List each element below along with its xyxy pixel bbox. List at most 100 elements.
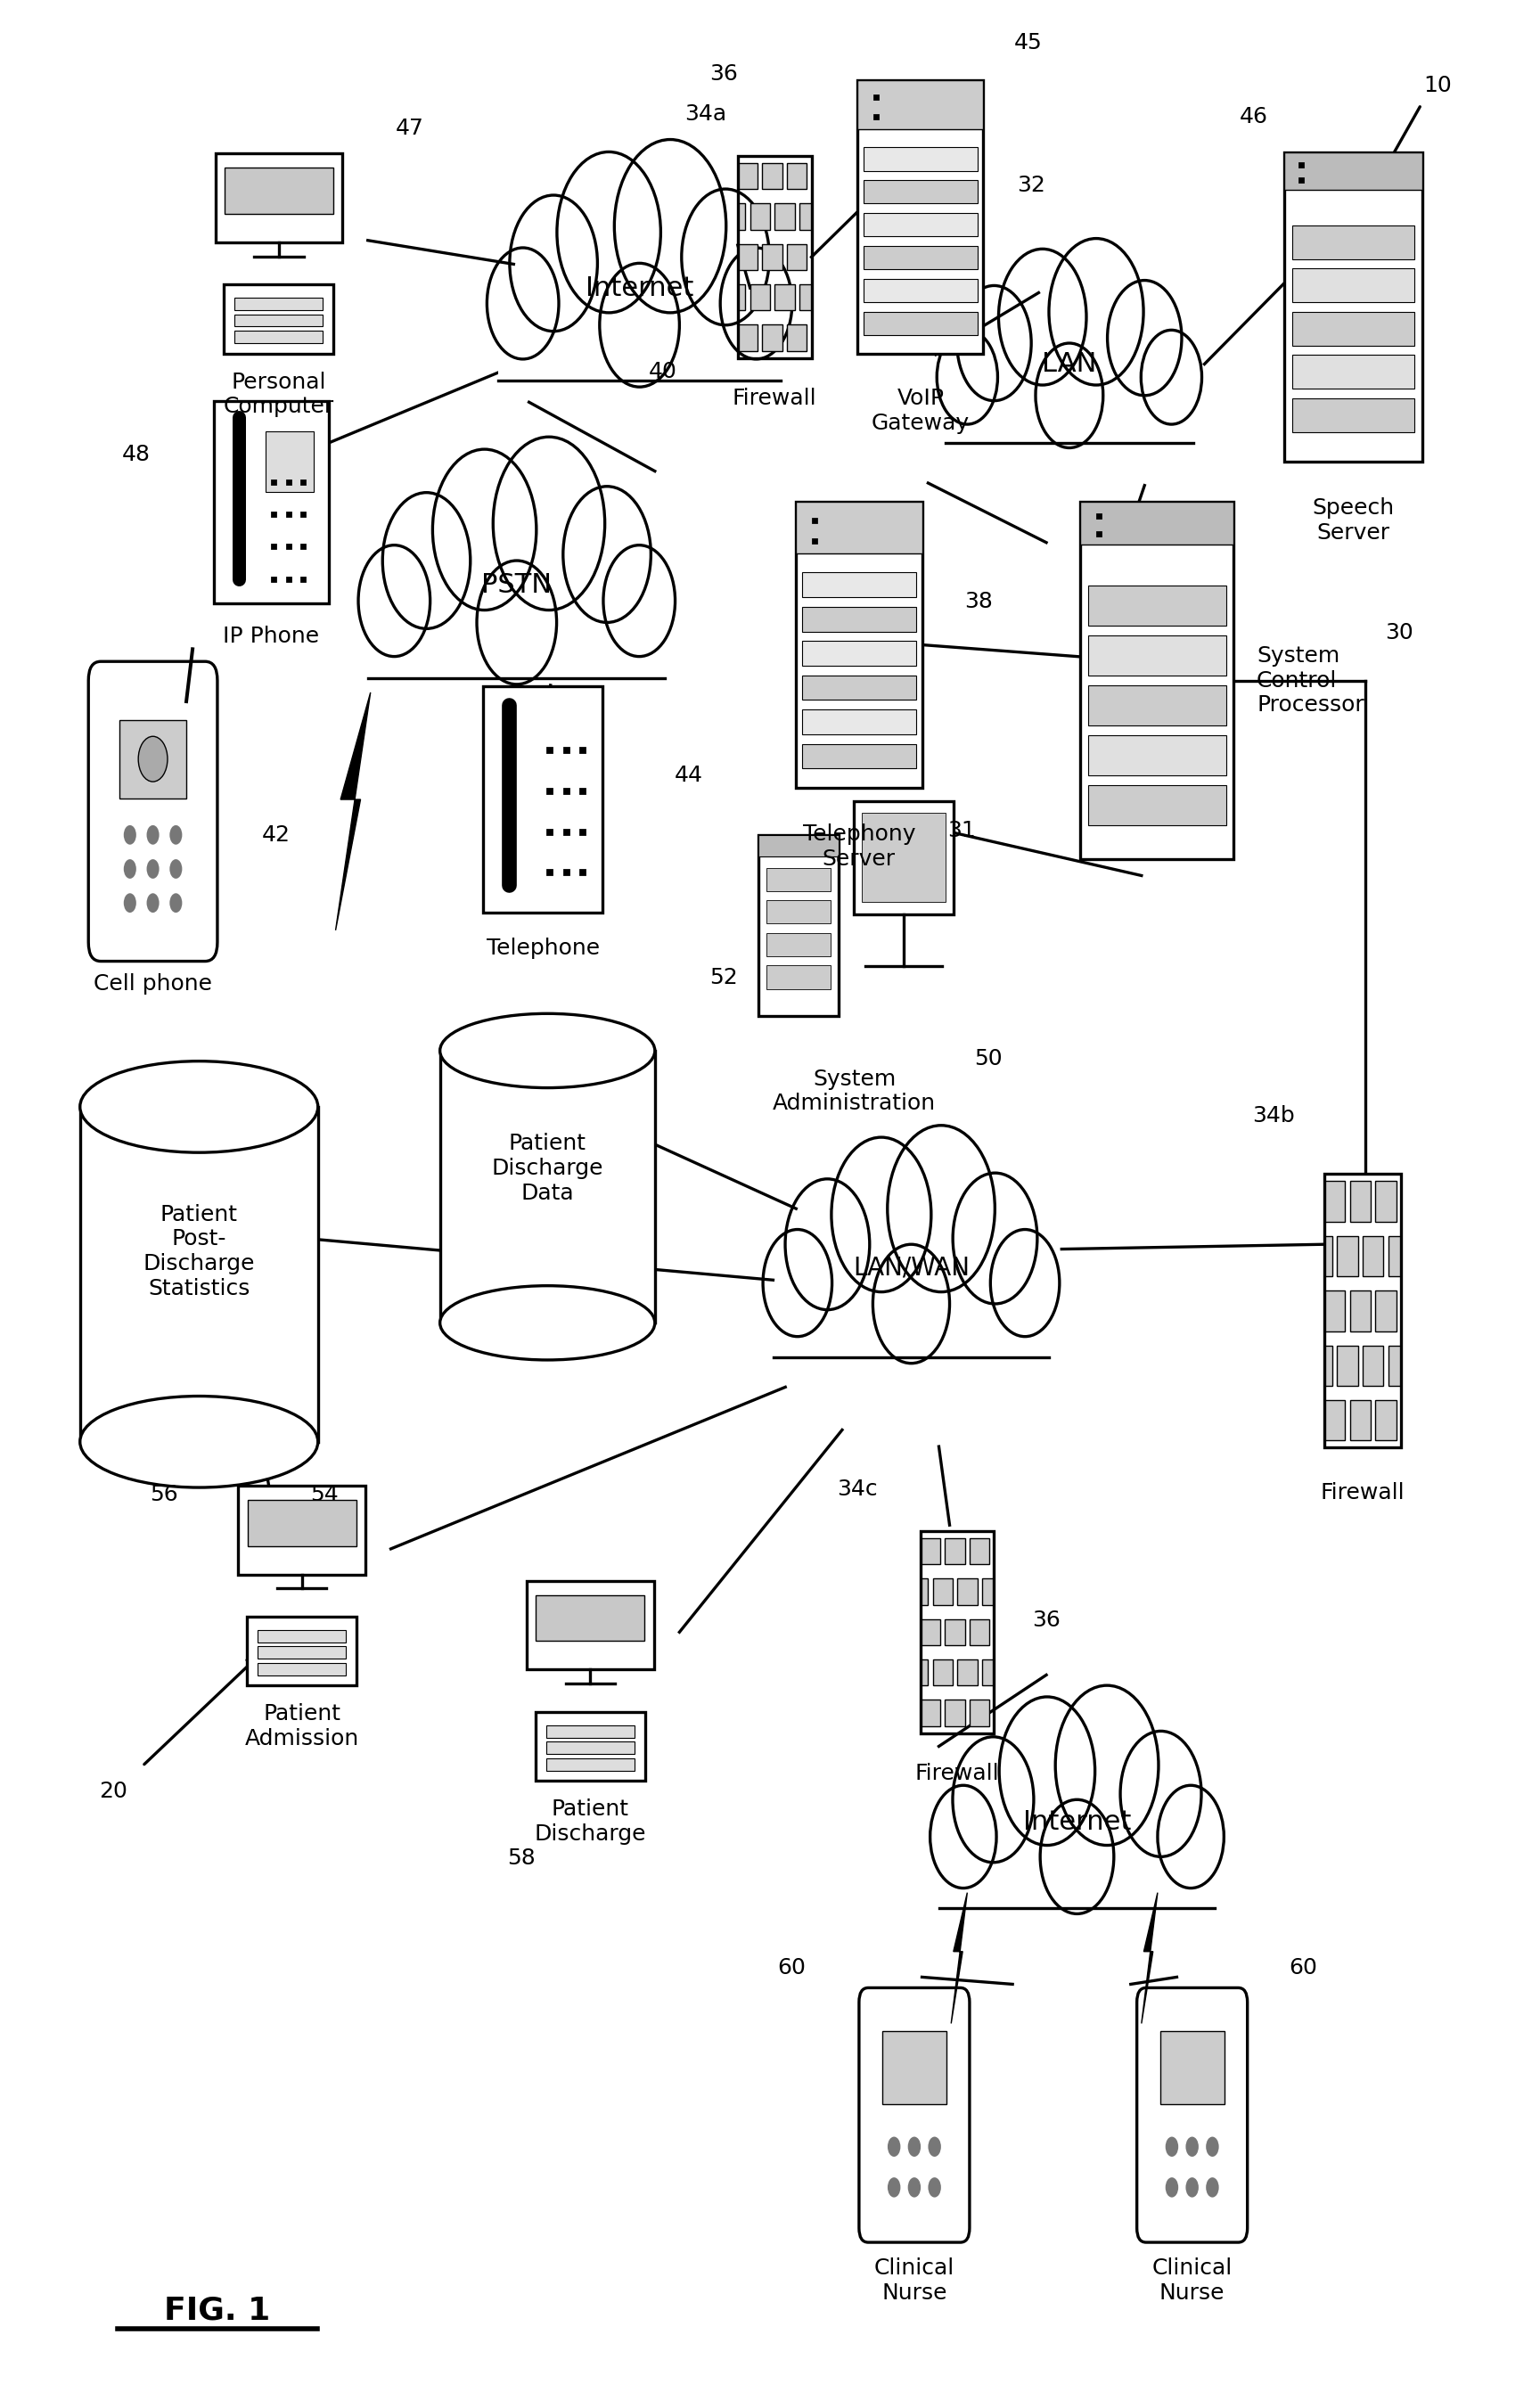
Polygon shape: [952, 1893, 967, 2024]
Text: 52: 52: [710, 968, 738, 989]
Bar: [958, 1578, 978, 1604]
Bar: [767, 901, 830, 923]
Bar: [225, 167, 333, 215]
Ellipse shape: [80, 1061, 317, 1151]
Bar: [547, 1757, 634, 1771]
Bar: [547, 1743, 634, 1755]
Bar: [1324, 1235, 1332, 1275]
Bar: [536, 1712, 645, 1781]
Circle shape: [1206, 2177, 1218, 2198]
Circle shape: [1206, 2136, 1218, 2158]
Bar: [921, 1538, 941, 1564]
Circle shape: [929, 2136, 941, 2158]
Circle shape: [1040, 1800, 1113, 1914]
Text: Personal
Computer: Personal Computer: [223, 372, 334, 417]
FancyBboxPatch shape: [88, 660, 217, 961]
Bar: [234, 331, 323, 343]
Circle shape: [887, 2136, 901, 2158]
Bar: [787, 243, 807, 269]
Bar: [1337, 1345, 1358, 1385]
Bar: [368, 601, 665, 677]
Bar: [1337, 1235, 1358, 1275]
Bar: [1292, 269, 1415, 303]
Text: Internet: Internet: [1023, 1809, 1130, 1836]
Bar: [767, 868, 830, 892]
Circle shape: [139, 737, 168, 782]
Bar: [946, 377, 1194, 443]
Bar: [970, 1538, 990, 1564]
Polygon shape: [336, 691, 371, 930]
Bar: [921, 1700, 941, 1726]
Circle shape: [557, 153, 661, 312]
Bar: [864, 246, 978, 269]
Bar: [775, 203, 795, 229]
Bar: [762, 162, 782, 188]
Circle shape: [873, 1244, 950, 1364]
Bar: [738, 162, 758, 188]
Bar: [796, 503, 922, 553]
Bar: [864, 279, 978, 303]
Bar: [1292, 398, 1415, 432]
Bar: [440, 1051, 654, 1323]
Bar: [946, 1700, 966, 1726]
Bar: [1375, 1290, 1397, 1330]
Bar: [861, 813, 946, 904]
Bar: [1324, 1345, 1332, 1385]
Bar: [946, 1538, 966, 1564]
Bar: [958, 1659, 978, 1685]
Circle shape: [169, 894, 182, 913]
Text: 48: 48: [122, 443, 151, 465]
Bar: [858, 79, 984, 353]
Circle shape: [953, 1173, 1038, 1304]
Bar: [1292, 355, 1415, 389]
Bar: [484, 687, 602, 913]
Bar: [216, 153, 342, 243]
Text: Telephony
Server: Telephony Server: [802, 822, 915, 870]
Circle shape: [887, 1125, 995, 1292]
Bar: [239, 1485, 365, 1573]
Text: 47: 47: [396, 117, 424, 138]
Circle shape: [990, 1230, 1060, 1337]
Circle shape: [832, 1137, 932, 1292]
Bar: [1349, 1399, 1371, 1440]
Circle shape: [1049, 238, 1144, 386]
Bar: [738, 203, 745, 229]
Text: PSTN: PSTN: [482, 572, 551, 598]
Bar: [214, 401, 328, 603]
Text: Firewall: Firewall: [915, 1764, 999, 1783]
Bar: [970, 1700, 990, 1726]
Bar: [1087, 684, 1226, 725]
Text: FIG. 1: FIG. 1: [165, 2296, 271, 2324]
Bar: [750, 284, 770, 310]
Circle shape: [762, 1230, 832, 1337]
Bar: [759, 834, 838, 1016]
Bar: [853, 801, 953, 913]
Text: 60: 60: [1289, 1957, 1317, 1979]
Circle shape: [146, 825, 159, 844]
Bar: [1284, 153, 1423, 188]
Circle shape: [433, 448, 536, 610]
Text: 60: 60: [778, 1957, 805, 1979]
Text: Internet: Internet: [585, 274, 693, 300]
Bar: [1324, 1290, 1344, 1330]
Bar: [234, 298, 323, 310]
Bar: [767, 966, 830, 989]
Circle shape: [936, 329, 998, 424]
Text: 45: 45: [1013, 33, 1043, 52]
Text: Clinical
Nurse: Clinical Nurse: [875, 2258, 955, 2303]
Text: Speech
Server: Speech Server: [1312, 498, 1394, 544]
Circle shape: [999, 1697, 1095, 1845]
Text: System
Administration: System Administration: [773, 1068, 936, 1113]
Bar: [1160, 2031, 1224, 2103]
Bar: [921, 1659, 929, 1685]
Circle shape: [123, 894, 136, 913]
Text: Patient
Post-
Discharge
Statistics: Patient Post- Discharge Statistics: [143, 1204, 256, 1299]
Bar: [983, 1659, 995, 1685]
Bar: [933, 1659, 953, 1685]
Text: 34b: 34b: [1252, 1106, 1295, 1128]
Circle shape: [956, 286, 1032, 401]
Bar: [234, 315, 323, 327]
Circle shape: [169, 858, 182, 880]
Circle shape: [146, 858, 159, 880]
Bar: [762, 324, 782, 350]
